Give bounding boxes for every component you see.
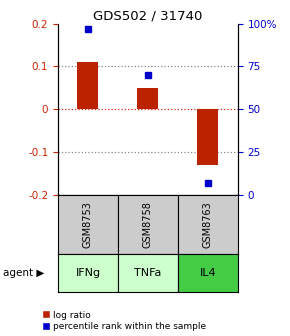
Text: TNFa: TNFa <box>134 268 162 278</box>
Bar <box>77 62 98 109</box>
Legend: log ratio, percentile rank within the sample: log ratio, percentile rank within the sa… <box>42 311 206 332</box>
Text: agent ▶: agent ▶ <box>3 268 44 278</box>
Text: GSM8763: GSM8763 <box>203 201 213 248</box>
Bar <box>197 109 218 165</box>
Text: IFNg: IFNg <box>75 268 101 278</box>
Text: GSM8758: GSM8758 <box>143 201 153 248</box>
Title: GDS502 / 31740: GDS502 / 31740 <box>93 9 203 23</box>
Text: GSM8753: GSM8753 <box>83 201 93 248</box>
Bar <box>137 88 158 109</box>
Text: IL4: IL4 <box>200 268 216 278</box>
